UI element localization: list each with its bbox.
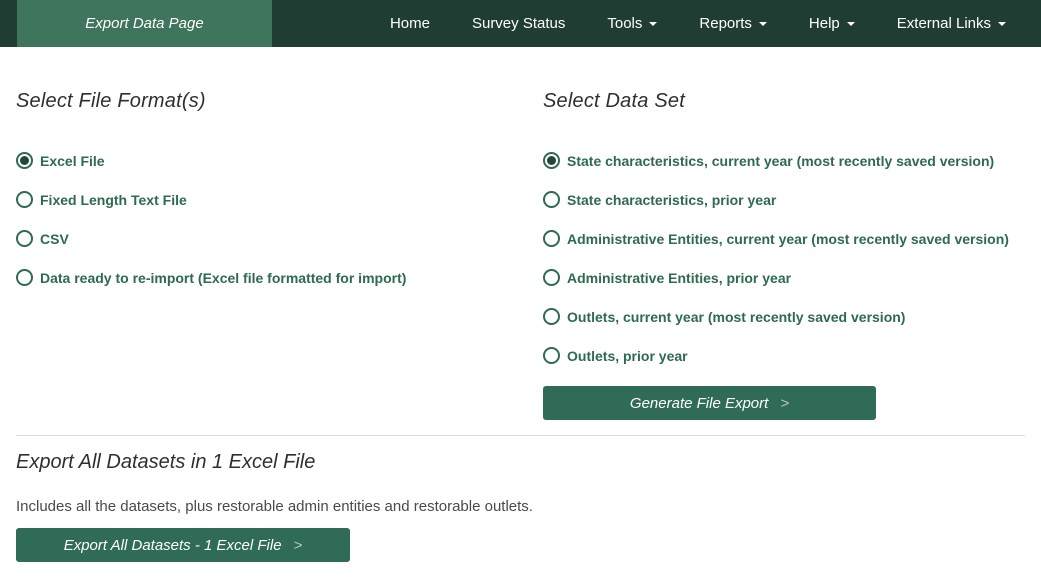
- section-divider: [16, 435, 1025, 436]
- brand-tab-export-data-page[interactable]: Export Data Page: [17, 0, 272, 47]
- nav-item-help[interactable]: Help: [788, 0, 876, 47]
- radio-button[interactable]: [543, 230, 560, 247]
- nav-item-home[interactable]: Home: [389, 15, 430, 32]
- main-content: Select File Format(s) Excel File Fixed L…: [0, 47, 1041, 562]
- radio-option-outlets-prior[interactable]: Outlets, prior year: [543, 347, 1025, 364]
- chevron-down-icon: [846, 21, 855, 26]
- brand-label: Export Data Page: [85, 15, 204, 32]
- chevron-down-icon: [998, 21, 1006, 26]
- chevron-right-icon: >: [293, 536, 303, 554]
- export-all-heading: Export All Datasets in 1 Excel File: [16, 451, 316, 473]
- nav-item-tools[interactable]: Tools: [586, 0, 678, 47]
- chevron-down-icon: [649, 21, 658, 26]
- nav-item-reports[interactable]: Reports: [678, 0, 788, 47]
- radio-button[interactable]: [16, 269, 33, 286]
- radio-label: State characteristics, current year (mos…: [567, 152, 995, 169]
- chevron-down-icon: [758, 21, 767, 26]
- radio-label: Outlets, current year (most recently sav…: [567, 308, 906, 325]
- radio-label: Excel File: [40, 152, 105, 169]
- export-all-button-label: Export All Datasets - 1 Excel File: [63, 536, 282, 554]
- file-format-section: Select File Format(s) Excel File Fixed L…: [16, 47, 543, 420]
- radio-option-admin-entities-current[interactable]: Administrative Entities, current year (m…: [543, 230, 1025, 247]
- radio-button[interactable]: [16, 230, 33, 247]
- radio-option-fixed-length-text-file[interactable]: Fixed Length Text File: [16, 191, 543, 208]
- radio-label: Data ready to re-import (Excel file form…: [40, 269, 407, 286]
- radio-button[interactable]: [543, 152, 560, 169]
- radio-option-excel-file[interactable]: Excel File: [16, 152, 543, 169]
- radio-option-data-ready-to-reimport[interactable]: Data ready to re-import (Excel file form…: [16, 269, 543, 286]
- file-format-heading: Select File Format(s): [16, 90, 206, 112]
- nav-items: Home Survey Status Tools Reports Help Ex…: [369, 0, 1041, 47]
- generate-button-label: Generate File Export: [629, 394, 769, 412]
- export-all-datasets-button[interactable]: Export All Datasets - 1 Excel File >: [16, 528, 350, 562]
- radio-button[interactable]: [16, 152, 33, 169]
- radio-label: Administrative Entities, prior year: [567, 269, 792, 286]
- chevron-right-icon: >: [780, 394, 790, 412]
- radio-label: CSV: [40, 230, 69, 247]
- radio-button[interactable]: [543, 269, 560, 286]
- radio-option-admin-entities-prior[interactable]: Administrative Entities, prior year: [543, 269, 1025, 286]
- export-all-section: Export All Datasets in 1 Excel File Incl…: [16, 451, 1025, 562]
- data-set-heading: Select Data Set: [543, 90, 685, 112]
- radio-label: Administrative Entities, current year (m…: [567, 230, 1009, 247]
- export-all-description: Includes all the datasets, plus restorab…: [16, 498, 533, 515]
- nav-item-external-links[interactable]: External Links: [876, 0, 1027, 47]
- radio-option-state-characteristics-current[interactable]: State characteristics, current year (mos…: [543, 152, 1025, 169]
- radio-button[interactable]: [543, 347, 560, 364]
- radio-button[interactable]: [543, 191, 560, 208]
- radio-label: Fixed Length Text File: [40, 191, 187, 208]
- radio-option-csv[interactable]: CSV: [16, 230, 543, 247]
- top-navbar: Export Data Page Home Survey Status Tool…: [0, 0, 1041, 47]
- radio-option-state-characteristics-prior[interactable]: State characteristics, prior year: [543, 191, 1025, 208]
- radio-button[interactable]: [543, 308, 560, 325]
- radio-option-outlets-current[interactable]: Outlets, current year (most recently sav…: [543, 308, 1025, 325]
- nav-item-survey-status[interactable]: Survey Status: [471, 15, 566, 32]
- generate-file-export-button[interactable]: Generate File Export >: [543, 386, 876, 420]
- radio-label: State characteristics, prior year: [567, 191, 777, 208]
- data-set-section: Select Data Set State characteristics, c…: [543, 47, 1025, 420]
- radio-button[interactable]: [16, 191, 33, 208]
- radio-label: Outlets, prior year: [567, 347, 688, 364]
